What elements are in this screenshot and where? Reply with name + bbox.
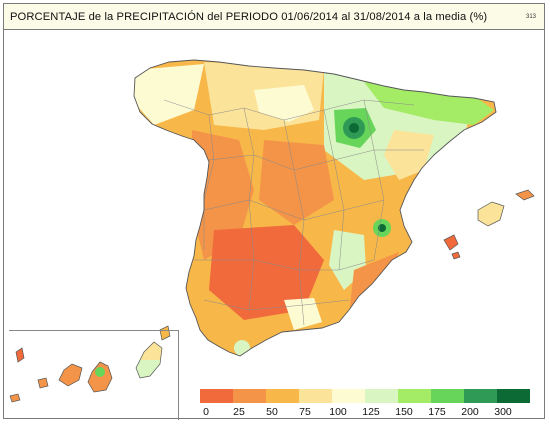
fill-pyrenees (364, 82, 494, 125)
fill-valencia-core (378, 224, 386, 232)
ibiza (443, 234, 459, 251)
legend-swatch (233, 389, 266, 403)
legend-label: 200 (461, 406, 479, 418)
map-code: 313 (525, 14, 536, 20)
legend-label: 150 (395, 406, 413, 418)
map-frame: PORCENTAJE de la PRECIPITACIÓN del PERIO… (3, 3, 545, 420)
mallorca (477, 201, 505, 227)
menorca (515, 189, 535, 201)
legend-swatch (464, 389, 497, 403)
legend-label: 0 (203, 406, 209, 418)
fill-cadiz (234, 340, 250, 356)
legend-swatch (332, 389, 365, 403)
legend-swatch (299, 389, 332, 403)
formentera (451, 251, 461, 260)
legend-swatches (200, 389, 530, 403)
legend-swatch (398, 389, 431, 403)
fill-ebro-center (349, 123, 359, 133)
canary-la-palma (15, 347, 25, 363)
spain-precipitation-map (9, 59, 535, 403)
fill-south-central (209, 225, 324, 320)
legend-label: 125 (362, 406, 380, 418)
canary-inset-frame (9, 330, 179, 420)
legend-label: 300 (494, 406, 512, 418)
border-line (323, 109, 345, 271)
legend-label: 25 (233, 406, 245, 418)
legend-swatch (365, 389, 398, 403)
fill-northwest (134, 64, 204, 125)
legend-label: 50 (266, 406, 278, 418)
canary-el-hierro (9, 393, 21, 403)
province-borders (163, 99, 424, 326)
border-line (208, 149, 424, 171)
canary-tenerife-outline (58, 363, 83, 387)
map-header: PORCENTAJE de la PRECIPITACIÓN del PERIO… (4, 4, 544, 30)
canary-fuerteventura-outline (135, 341, 163, 379)
legend-swatch (266, 389, 299, 403)
border-line (203, 114, 215, 250)
fill-north-pale (254, 85, 314, 122)
border-line (203, 299, 350, 311)
border-line (194, 259, 375, 271)
canary-lanzarote (159, 325, 171, 341)
border-line (203, 199, 385, 221)
canary-la-gomera (37, 377, 49, 389)
mainland-fill (134, 60, 496, 356)
canary-gran-canaria-peak (95, 367, 105, 377)
legend-swatch (497, 389, 530, 403)
legend: 0 25 50 75 100 125 150 175 200 300 (200, 389, 530, 419)
legend-label: 175 (428, 406, 446, 418)
balearic-islands (443, 189, 535, 260)
legend-labels: 0 25 50 75 100 125 150 175 200 300 (200, 406, 530, 420)
fill-northeast-dry (384, 130, 434, 180)
legend-label: 75 (299, 406, 311, 418)
map-title: PORCENTAJE de la PRECIPITACIÓN del PERIO… (10, 11, 488, 23)
canary-gran-canaria-outline (87, 361, 113, 393)
legend-label: 100 (329, 406, 347, 418)
border-line (363, 99, 385, 261)
legend-swatch (200, 389, 233, 403)
legend-swatch (431, 389, 464, 403)
